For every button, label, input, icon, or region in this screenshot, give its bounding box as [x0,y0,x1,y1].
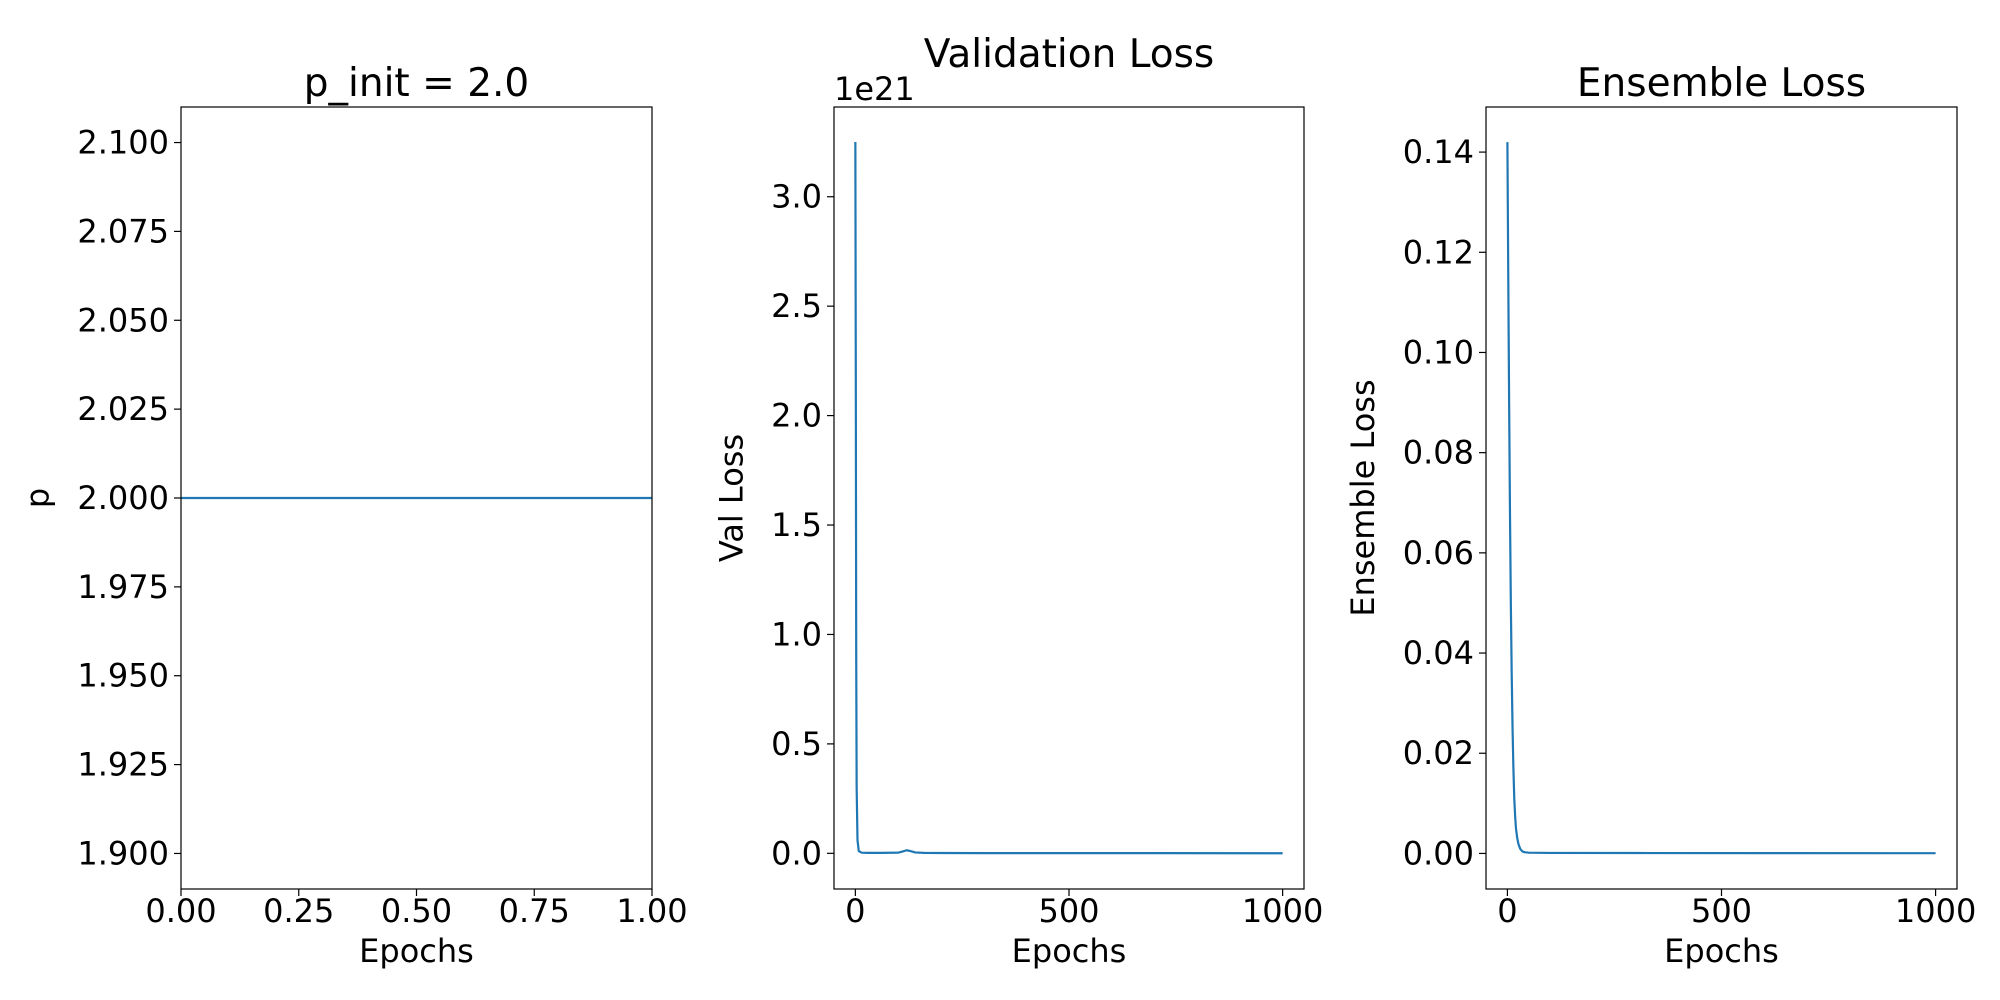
chart-3-x-tick-label-1: 0 [1497,892,1517,930]
chart-2-series-line-1 [854,142,1283,855]
chart-2-y-tick-label-3: 1.0 [771,615,822,653]
chart-3-x-tick-label-3: 1000 [1895,892,1976,930]
chart-3-title: Ensemble Loss [1577,61,1866,106]
chart-1-x-tick-label-4: 0.75 [499,892,570,930]
chart-3-y-tick-label-8: 0.14 [1403,133,1474,171]
chart-3-y-axis-label: Ensemble Loss [1344,379,1382,616]
chart-2-y-tick-label-7: 3.0 [771,178,822,216]
chart-1-y-tick-label-4: 1.975 [77,568,169,606]
chart-1-y-tick-label-3: 1.950 [77,657,169,695]
chart-1-y-tick-label-8: 2.075 [77,212,169,250]
chart-1-y-axis-label: p [19,488,57,508]
chart-2-x-tick-label-2: 500 [1038,892,1099,930]
chart-3-y-tick-label-3: 0.04 [1403,634,1474,672]
chart-2-x-axis-label: Epochs [1012,932,1127,970]
chart-1-title: p_init = 2.0 [304,61,529,106]
chart-2-y-tick-label-1: 0.0 [771,834,822,872]
chart-1-y-tick-label-5: 2.000 [77,479,169,517]
chart-2-offset-text: 1e21 [834,70,915,108]
chart-2-axes-frame [833,106,1305,890]
chart-2-y-tick-label-4: 1.5 [771,506,822,544]
chart-3-y-tick-label-1: 0.00 [1403,834,1474,872]
chart-2-x-tick-label-3: 1000 [1242,892,1323,930]
chart-3-x-tick-label-2: 500 [1691,892,1752,930]
chart-3-x-axis-label: Epochs [1664,932,1779,970]
chart-1-y-tick-label-9: 2.100 [77,124,169,162]
chart-3-y-tick-label-6: 0.10 [1403,333,1474,371]
chart-3-y-tick-label-7: 0.12 [1403,233,1474,271]
chart-2-y-axis-label: Val Loss [713,434,751,562]
chart-3-series-line-1 [1506,142,1936,855]
chart-1-y-tick-label-7: 2.050 [77,301,169,339]
chart-2-title: Validation Loss [924,32,1215,77]
chart-1-x-tick-label-5: 1.00 [616,892,687,930]
chart-2-x-tick-label-1: 0 [845,892,865,930]
chart-3-y-tick-label-4: 0.06 [1403,534,1474,572]
chart-2-y-tick-label-5: 2.0 [771,397,822,435]
chart-1-x-tick-label-2: 0.25 [263,892,334,930]
chart-1-y-tick-label-2: 1.925 [77,746,169,784]
chart-2-y-tick-label-6: 2.5 [771,287,822,325]
chart-2-y-tick-label-2: 0.5 [771,725,822,763]
chart-1-x-tick-label-1: 0.00 [145,892,216,930]
chart-1-y-tick-label-1: 1.900 [77,834,169,872]
chart-1-x-tick-label-3: 0.50 [381,892,452,930]
chart-3-y-tick-label-2: 0.02 [1403,734,1474,772]
chart-3-axes-frame [1485,106,1958,890]
chart-1-y-tick-label-6: 2.025 [77,390,169,428]
chart-1-x-axis-label: Epochs [359,932,474,970]
chart-3-y-tick-label-5: 0.08 [1403,434,1474,472]
